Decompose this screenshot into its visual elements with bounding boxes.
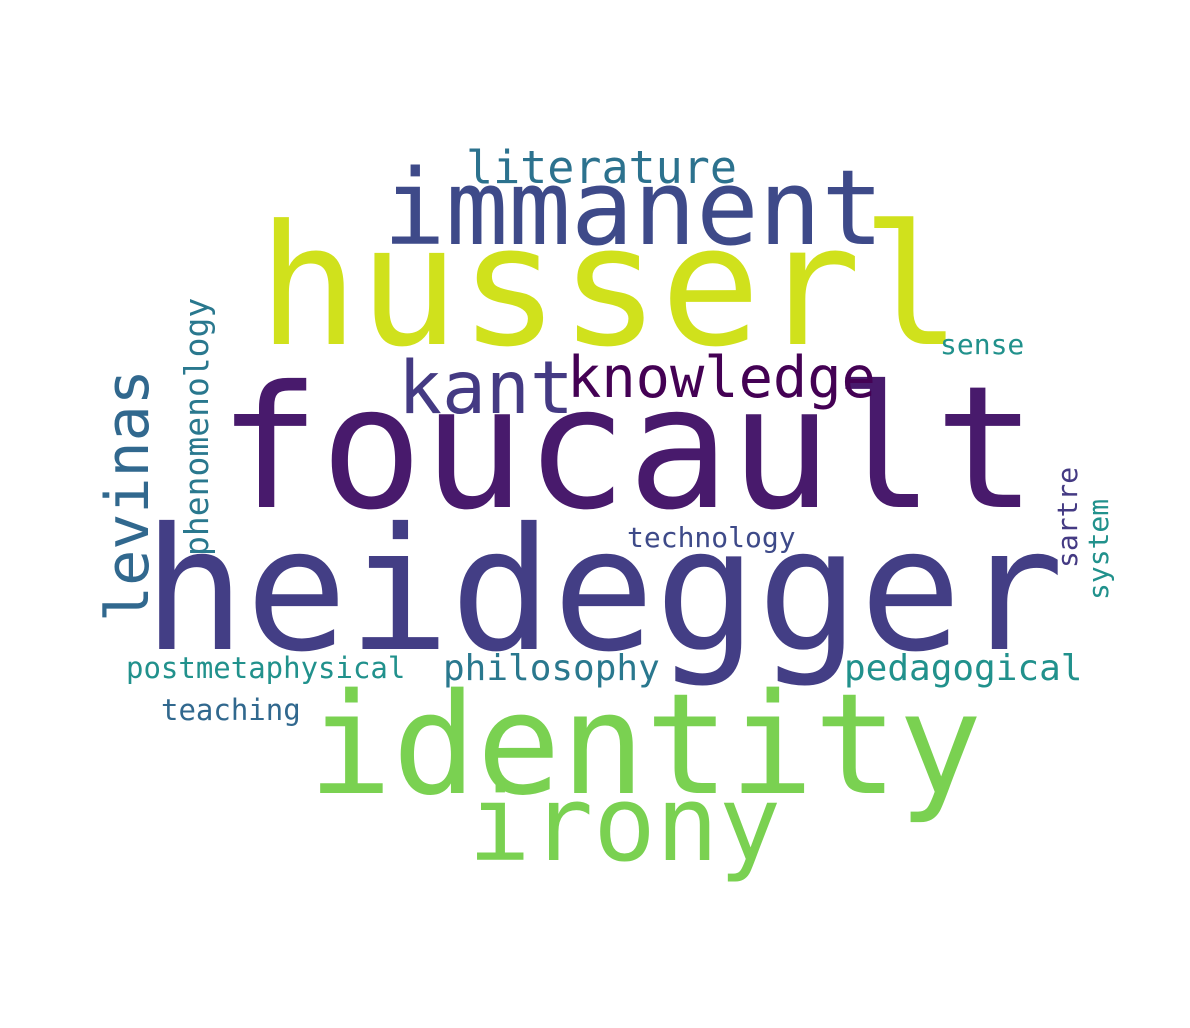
word-philosophy: philosophy [443, 648, 660, 689]
word-knowledge: knowledge [567, 345, 876, 411]
word-kant: kant [398, 346, 574, 431]
word-postmetaphysical: postmetaphysical [126, 651, 406, 685]
word-heidegger: heidegger [143, 492, 1065, 690]
word-identity: identity [308, 664, 983, 827]
word-literature: literature [466, 141, 737, 194]
word-technology: technology [627, 521, 796, 554]
word-foucault: foucault [218, 350, 1037, 548]
word-teaching: teaching [161, 693, 301, 727]
word-system: system [1082, 498, 1115, 600]
word-immanent: immanent [383, 147, 884, 269]
word-phenomenology: phenomenology [177, 297, 216, 556]
word-irony: irony [468, 763, 782, 885]
word-levinas: levinas [93, 369, 163, 622]
word-pedagogical: pedagogical [844, 648, 1083, 689]
word-sense: sense [940, 328, 1025, 361]
word-sartre: sartre [1051, 466, 1084, 568]
word-husserl: husserl [258, 190, 962, 384]
